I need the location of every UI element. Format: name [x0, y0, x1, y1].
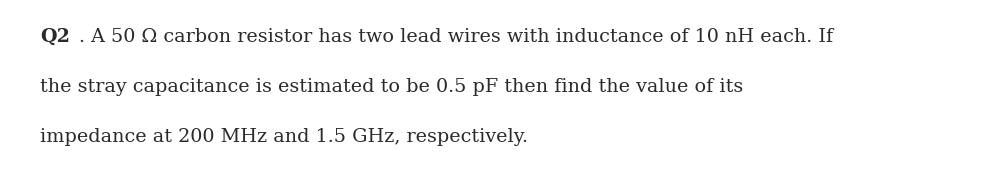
Text: the stray capacitance is estimated to be 0.5 pF then find the value of its: the stray capacitance is estimated to be… [40, 78, 743, 96]
Text: Q2: Q2 [40, 28, 70, 46]
Text: . A 50 Ω carbon resistor has two lead wires with inductance of 10 nH each. If: . A 50 Ω carbon resistor has two lead wi… [79, 28, 833, 46]
Text: impedance at 200 MHz and 1.5 GHz, respectively.: impedance at 200 MHz and 1.5 GHz, respec… [40, 128, 528, 146]
